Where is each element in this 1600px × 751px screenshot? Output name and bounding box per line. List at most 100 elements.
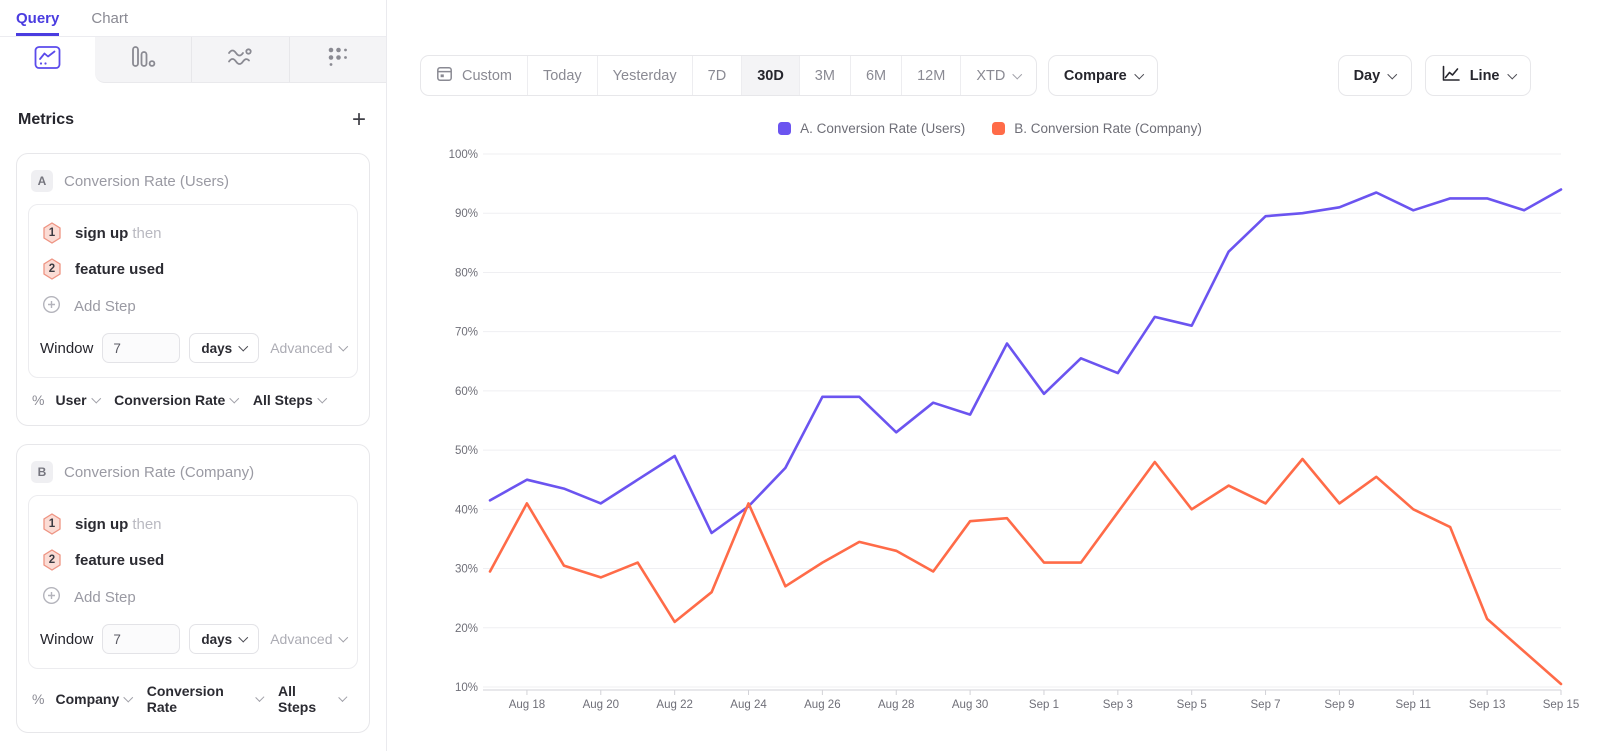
chart-type-tabs [95,37,386,83]
legend-label: B. Conversion Rate (Company) [1014,121,1202,136]
svg-text:Sep 11: Sep 11 [1395,699,1431,711]
window-label: Window [40,630,94,648]
chart-canvas[interactable]: 100% 90% 80% 70% 60% 50% 40% 30% 20% 10% Aug 18 Aug… [420,142,1600,727]
sidebar-nav: Query Chart [0,0,386,38]
add-step-button[interactable]: Add Step [40,578,346,618]
measure-metric-select[interactable]: Conversion Rate [147,683,265,715]
chart-toolbar: Custom Today Yesterday 7D 30D 3M 6M 12M … [420,55,1531,96]
svg-text:Aug 26: Aug 26 [804,699,840,711]
svg-text:Aug 28: Aug 28 [878,699,914,711]
range-30d[interactable]: 30D [741,56,799,95]
chevron-down-icon [1507,69,1517,79]
step-event-name[interactable]: feature used [75,260,165,278]
chevron-down-icon [338,341,348,352]
range-7d[interactable]: 7D [691,56,742,95]
window-value-input[interactable]: 7 [102,333,181,363]
measure-row: % Company Conversion Rate All Steps [28,669,358,730]
measure-subject-select[interactable]: User [55,392,101,408]
chevron-down-icon [255,693,265,702]
add-metric-button[interactable]: + [351,106,366,133]
chart-type-strip [0,37,386,83]
granularity-button[interactable]: Day [1337,55,1412,96]
bar-chart-icon [131,45,156,74]
svg-text:Aug 30: Aug 30 [952,699,988,711]
chart-style-button[interactable]: Line [1424,55,1531,96]
measure-scope-select[interactable]: All Steps [253,392,327,408]
svg-text:Sep 7: Sep 7 [1251,699,1281,711]
funnel-steps-box: 1 sign up then 2 feature used [28,495,358,669]
svg-text:50%: 50% [455,445,478,457]
chart-type-bar-tab[interactable] [95,37,191,82]
svg-text:60%: 60% [455,386,478,398]
date-range-selector: Custom Today Yesterday 7D 30D 3M 6M 12M … [420,55,1037,96]
chevron-down-icon [1012,69,1023,79]
tab-chart[interactable]: Chart [91,9,129,27]
step-connector: then [132,224,162,242]
step-connector: then [132,515,162,533]
measure-metric-select[interactable]: Conversion Rate [114,392,240,408]
legend-item-a[interactable]: A. Conversion Rate (Users) [778,121,965,136]
window-unit-select[interactable]: days [189,333,259,363]
range-3m[interactable]: 3M [798,56,850,95]
range-xtd[interactable]: XTD [960,56,1036,95]
range-custom[interactable]: Custom [421,56,527,95]
chart-type-dots-tab[interactable] [288,37,386,82]
chevron-down-icon [317,393,327,404]
metric-card-b: B Conversion Rate (Company) 1 sign up the… [16,444,370,733]
svg-text:Aug 22: Aug 22 [656,699,692,711]
plus-circle-icon [42,586,61,609]
svg-text:40%: 40% [455,504,478,516]
funnel-step-2[interactable]: 2 feature used [40,251,346,287]
chart-legend: A. Conversion Rate (Users) B. Conversion… [420,121,1560,136]
metric-badge-a: A [31,170,53,192]
compare-button[interactable]: Compare [1047,55,1159,96]
measure-subject-select[interactable]: Company [55,691,134,707]
chevron-down-icon [338,693,348,702]
svg-text:Sep 9: Sep 9 [1324,699,1354,711]
funnel-step-1[interactable]: 1 sign up then [40,215,346,251]
svg-text:Sep 5: Sep 5 [1177,699,1207,711]
percent-label: % [32,392,45,408]
window-unit-select[interactable]: days [189,624,259,654]
legend-item-b[interactable]: B. Conversion Rate (Company) [992,121,1202,136]
svg-text:70%: 70% [455,327,478,339]
funnel-step-2[interactable]: 2 feature used [40,542,346,578]
series-b-swatch [992,122,1006,135]
advanced-toggle[interactable]: Advanced [270,340,348,356]
metric-badge-b: B [31,461,53,483]
svg-text:10%: 10% [455,682,478,694]
advanced-toggle[interactable]: Advanced [270,631,348,647]
chevron-down-icon [91,393,101,404]
range-6m[interactable]: 6M [849,56,901,95]
step-event-name[interactable]: sign up [75,515,129,533]
svg-text:Aug 18: Aug 18 [509,699,545,711]
chevron-down-icon [229,393,240,404]
step-event-name[interactable]: feature used [75,551,165,569]
chevron-down-icon [238,632,248,643]
chart-type-flow-tab[interactable] [191,37,288,82]
chevron-down-icon [338,632,348,643]
svg-text:80%: 80% [455,267,478,279]
metrics-heading: Metrics [18,111,75,128]
svg-text:100%: 100% [449,149,478,161]
tab-query[interactable]: Query [16,0,60,37]
dot-grid-icon [326,45,350,74]
metric-title[interactable]: Conversion Rate (Users) [64,172,230,190]
range-today[interactable]: Today [526,56,597,95]
calendar-icon [436,65,453,86]
measure-scope-select[interactable]: All Steps [278,683,348,715]
window-value-input[interactable]: 7 [102,624,181,654]
chevron-down-icon [123,692,134,703]
svg-text:30%: 30% [455,564,478,576]
funnel-step-1[interactable]: 1 sign up then [40,506,346,542]
line-chart[interactable]: 100% 90% 80% 70% 60% 50% 40% 30% 20% 10% Aug 18 Aug… [420,142,1600,732]
metric-title[interactable]: Conversion Rate (Company) [64,463,255,481]
step-event-name[interactable]: sign up [75,224,129,242]
chart-type-line-tab[interactable] [0,37,95,83]
range-yesterday[interactable]: Yesterday [596,56,692,95]
range-12m[interactable]: 12M [901,56,960,95]
svg-text:Sep 1: Sep 1 [1029,699,1059,711]
add-step-button[interactable]: Add Step [40,287,346,327]
svg-text:Sep 3: Sep 3 [1103,699,1133,711]
